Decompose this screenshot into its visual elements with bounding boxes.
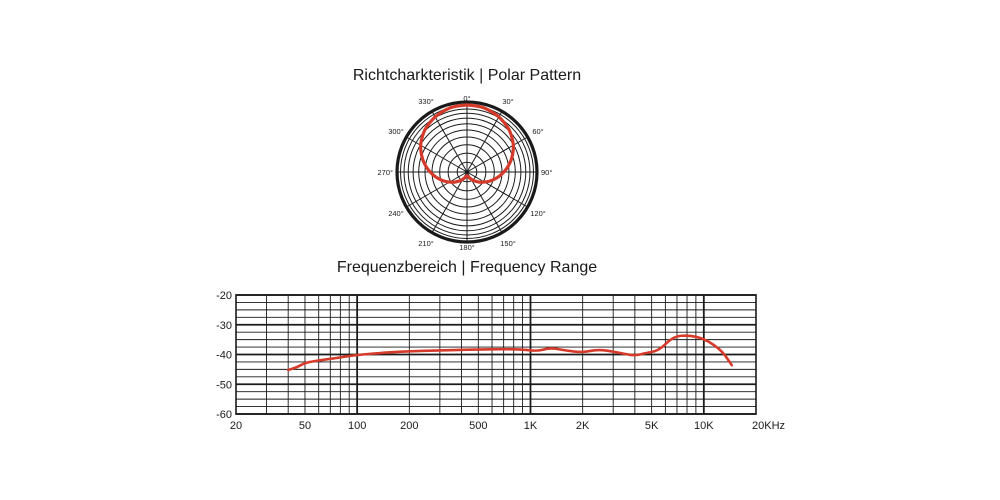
freq-x-tick-label: 50	[299, 420, 311, 432]
polar-angle-label: 240°	[388, 209, 404, 218]
freq-x-tick-label: 20KHz	[752, 420, 785, 432]
polar-spoke	[406, 171, 468, 208]
freq-response-curve	[286, 334, 734, 372]
polar-spoke	[466, 136, 528, 173]
freq-x-tick-label: 2K	[576, 420, 590, 432]
polar-spoke	[466, 111, 503, 173]
polar-pattern-curve	[418, 103, 516, 184]
freq-x-tick-label: 100	[348, 420, 366, 432]
polar-angle-label: 150°	[500, 239, 516, 248]
polar-angle-label: 60°	[532, 127, 543, 136]
polar-angle-label: 300°	[388, 127, 404, 136]
polar-angle-label: 180°	[459, 243, 475, 252]
freq-y-tick-label: -30	[216, 320, 232, 332]
freq-y-tick-label: -40	[216, 350, 232, 362]
polar-angle-label: 270°	[377, 168, 393, 177]
polar-angle-label: 0°	[463, 94, 470, 103]
freq-y-tick-label: -60	[216, 409, 232, 421]
polar-chart: 0° 30° 60° 90° 120° 150° 180° 210° 240° 270° 300° 3…	[377, 94, 552, 252]
polar-spoke	[466, 171, 528, 208]
polar-spoke	[466, 171, 503, 233]
freq-plot-frame	[235, 294, 757, 415]
polar-spoke	[406, 136, 468, 173]
frequency-title: Frequenzbereich | Frequency Range	[337, 259, 597, 276]
freq-x-tick-label: 1K	[524, 420, 538, 432]
freq-x-tick-label: 10K	[694, 420, 714, 432]
polar-title: Richtcharkteristik | Polar Pattern	[353, 67, 581, 84]
freq-x-tick-label: 500	[469, 420, 487, 432]
freq-y-tick-label: -50	[216, 379, 232, 391]
polar-angle-label: 30°	[502, 97, 513, 106]
polar-angle-label: 330°	[418, 97, 434, 106]
freq-x-tick-label: 20	[230, 420, 242, 432]
freq-y-tick-label: -20	[216, 290, 232, 302]
polar-spoke	[431, 171, 468, 233]
polar-angle-label: 120°	[530, 209, 546, 218]
polar-spoke	[431, 111, 468, 173]
polar-angle-label: 210°	[418, 239, 434, 248]
freq-x-tick-label: 5K	[645, 420, 659, 432]
polar-angle-label: 90°	[541, 168, 552, 177]
freq-x-tick-label: 200	[400, 420, 418, 432]
